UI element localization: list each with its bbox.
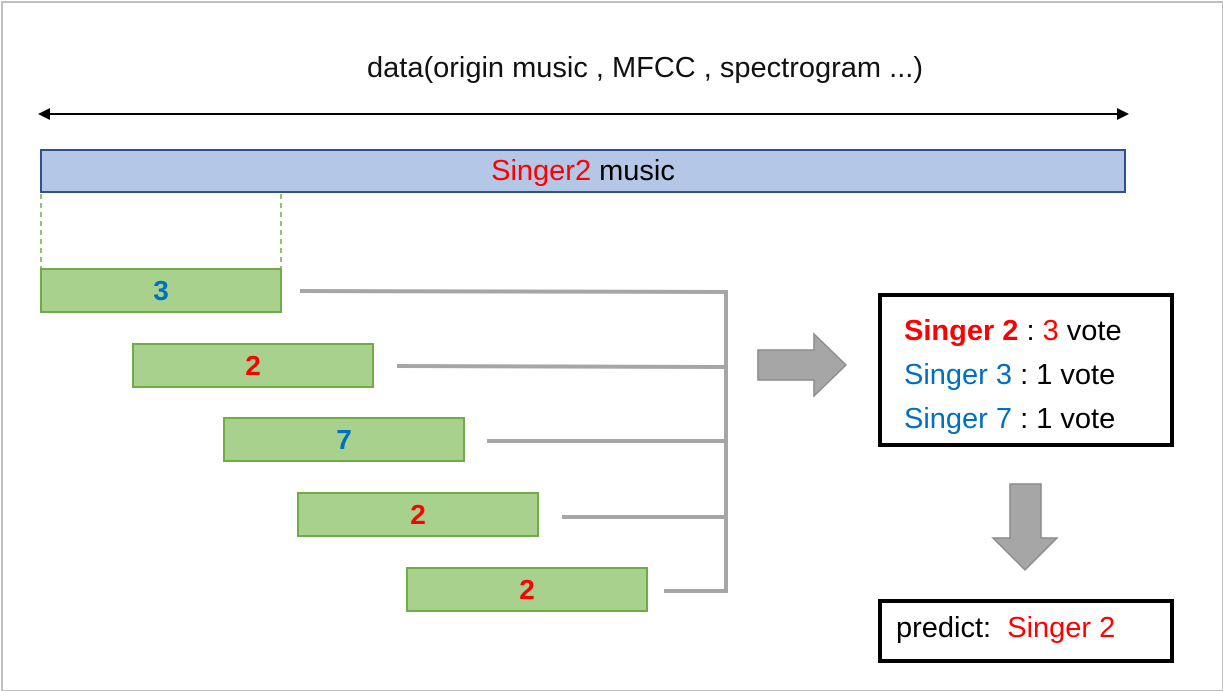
- vote-unit: vote: [1052, 403, 1116, 435]
- vote-count: 3: [1042, 315, 1059, 347]
- bar-suffix: music: [591, 154, 675, 187]
- vote-unit: vote: [1052, 359, 1116, 391]
- vote-row: Singer 7 : 1 vote: [904, 397, 1170, 441]
- singer-music-bar: Singer2 music: [40, 149, 1126, 193]
- vote-count: 1: [1036, 403, 1053, 435]
- vote-separator: :: [1018, 315, 1043, 347]
- vote-count: 1: [1036, 359, 1053, 391]
- right-arrow-icon: [757, 332, 848, 398]
- vote-separator: :: [1012, 359, 1037, 391]
- down-arrow-icon: [991, 483, 1059, 572]
- segment-1: 3: [40, 268, 282, 313]
- vote-unit: vote: [1058, 315, 1122, 347]
- vote-lines: [299, 289, 728, 593]
- vote-singer: Singer 3: [904, 359, 1013, 391]
- vote-row: Singer 3 : 1 vote: [904, 353, 1170, 397]
- segment-2: 2: [132, 343, 374, 388]
- vote-row: Singer 2 : 3 vote: [904, 309, 1170, 353]
- vote-separator: :: [1012, 403, 1037, 435]
- predict-label: predict:: [896, 612, 1000, 644]
- vote-box: Singer 2 : 3 vote Singer 3 : 1 vote Sing…: [878, 293, 1174, 447]
- predict-box: predict: Singer 2: [878, 599, 1174, 663]
- predict-value: Singer 2: [1007, 612, 1116, 644]
- vote-singer: Singer 7: [904, 403, 1013, 435]
- bar-singer: Singer2: [491, 154, 592, 187]
- segment-4: 2: [297, 492, 539, 537]
- vote-singer: Singer 2: [904, 315, 1019, 347]
- segment-3: 7: [223, 417, 465, 462]
- segment-5: 2: [406, 567, 648, 612]
- data-title: data(origin music , MFCC , spectrogram .…: [367, 52, 923, 84]
- double-arrow: [38, 108, 1129, 120]
